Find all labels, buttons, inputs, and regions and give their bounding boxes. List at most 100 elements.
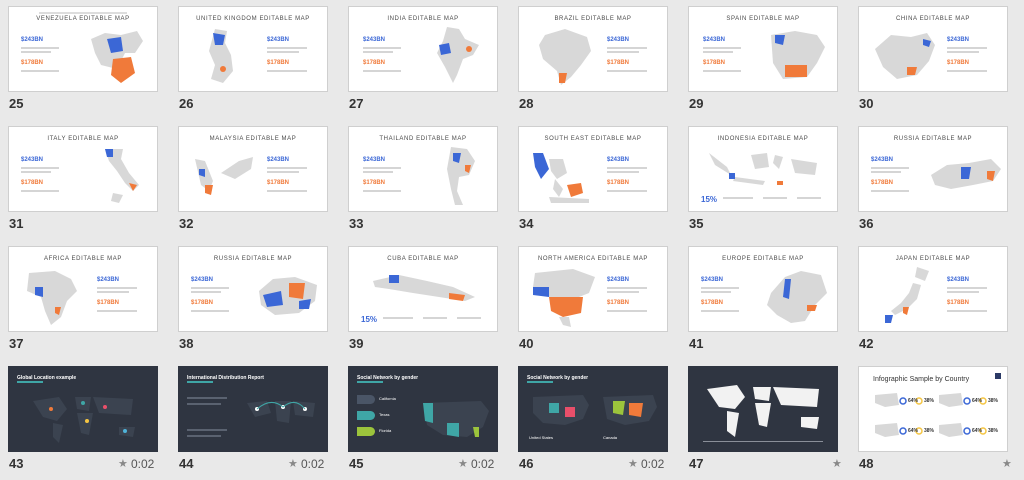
- slide-thumbnail[interactable]: THAILAND EDITABLE MAP $243BN $178BN: [348, 126, 498, 212]
- slide-thumbnail[interactable]: AFRICA EDITABLE MAP $243BN $178BN: [8, 246, 158, 332]
- slide-thumbnail[interactable]: UNITED KINGDOM EDITABLE MAP $243BN $178B…: [178, 6, 328, 92]
- slide-thumbnail[interactable]: INDIA EDITABLE MAP $243BN $178BN: [348, 6, 498, 92]
- north-america-map: [533, 269, 595, 327]
- slide-34[interactable]: SOUTH EAST EDITABLE MAP $243BN $178BN 34: [510, 120, 680, 240]
- south-east-asia-map: [533, 153, 589, 203]
- slide-33[interactable]: THAILAND EDITABLE MAP $243BN $178BN 33: [340, 120, 510, 240]
- slide-41[interactable]: EUROPE EDITABLE MAP $243BN $178BN 41: [680, 240, 850, 360]
- slide-title: NORTH AMERICA EDITABLE MAP: [537, 256, 649, 262]
- slide-number: 28: [519, 96, 534, 111]
- italy-map: [105, 149, 139, 203]
- slide-thumbnail[interactable]: RUSSIA EDITABLE MAP $243BN $178BN: [178, 246, 328, 332]
- legend-label: Florida: [379, 428, 392, 433]
- slide-26[interactable]: UNITED KINGDOM EDITABLE MAP $243BN $178B…: [170, 0, 340, 120]
- slide-title: UNITED KINGDOM EDITABLE MAP: [196, 16, 310, 22]
- star-icon: ★: [458, 458, 468, 470]
- slide-thumbnail[interactable]: JAPAN EDITABLE MAP $243BN $178BN: [858, 246, 1008, 332]
- slide-number: 46: [519, 456, 534, 471]
- uk-map: [209, 29, 233, 83]
- slide-title: EUROPE EDITABLE MAP: [722, 256, 804, 262]
- slide-thumbnail[interactable]: INDONESIA EDITABLE MAP 15%: [688, 126, 838, 212]
- slide-title: CUBA EDITABLE MAP: [387, 256, 459, 262]
- slide-title: SOUTH EAST EDITABLE MAP: [544, 136, 642, 142]
- slide-46[interactable]: Social Network by gender United States C…: [510, 360, 680, 480]
- slide-title: CHINA EDITABLE MAP: [895, 16, 971, 22]
- slide-timing: 0:02: [471, 457, 495, 471]
- slide-25[interactable]: VENEZUELA EDITABLE MAP $243BN $178BN 25: [0, 0, 170, 120]
- star-icon: ★: [118, 458, 128, 470]
- slide-title: BRAZIL EDITABLE MAP: [554, 16, 632, 22]
- slide-title: MALAYSIA EDITABLE MAP: [209, 136, 297, 142]
- slide-40[interactable]: NORTH AMERICA EDITABLE MAP $243BN $178BN…: [510, 240, 680, 360]
- star-icon: ★: [1002, 458, 1012, 470]
- slide-thumbnail[interactable]: CHINA EDITABLE MAP $243BN $178BN: [858, 6, 1008, 92]
- slide-thumbnail[interactable]: Social Network by gender California Texa…: [348, 366, 498, 452]
- brazil-map: [539, 29, 591, 85]
- slide-thumbnail[interactable]: EUROPE EDITABLE MAP $243BN $178BN: [688, 246, 838, 332]
- russia-map: [931, 159, 1001, 189]
- slide-thumbnail[interactable]: BRAZIL EDITABLE MAP $243BN $178BN: [518, 6, 668, 92]
- slide-timing: 0:02: [301, 457, 325, 471]
- slide-31[interactable]: ITALY EDITABLE MAP $243BN $178BN 31: [0, 120, 170, 240]
- slide-thumbnail[interactable]: Global Location example: [8, 366, 158, 452]
- slide-thumbnail[interactable]: ITALY EDITABLE MAP $243BN $178BN: [8, 126, 158, 212]
- slide-number: 29: [689, 96, 704, 111]
- slide-thumbnail[interactable]: Social Network by gender United States C…: [518, 366, 668, 452]
- map-label: Canada: [603, 435, 618, 440]
- slide-thumbnail[interactable]: CUBA EDITABLE MAP 15%: [348, 246, 498, 332]
- slide-thumbnail[interactable]: MALAYSIA EDITABLE MAP $243BN $178BN: [178, 126, 328, 212]
- world-map-routes: [247, 401, 315, 423]
- slide-thumbnail[interactable]: SOUTH EAST EDITABLE MAP $243BN $178BN: [518, 126, 668, 212]
- slide-35[interactable]: INDONESIA EDITABLE MAP 15% 35: [680, 120, 850, 240]
- slide-32[interactable]: MALAYSIA EDITABLE MAP $243BN $178BN 32: [170, 120, 340, 240]
- slide-27[interactable]: INDIA EDITABLE MAP $243BN $178BN 27: [340, 0, 510, 120]
- slide-29[interactable]: SPAIN EDITABLE MAP $243BN $178BN 29: [680, 0, 850, 120]
- map-label: United States: [529, 435, 554, 440]
- slide-title: JAPAN EDITABLE MAP: [895, 256, 971, 262]
- russia-regions-map: [259, 277, 317, 315]
- slide-thumbnail[interactable]: International Distribution Report: [178, 366, 328, 452]
- slide-38[interactable]: RUSSIA EDITABLE MAP $243BN $178BN 38: [170, 240, 340, 360]
- slide-title: THAILAND EDITABLE MAP: [379, 136, 467, 142]
- country-infographic: [875, 393, 987, 437]
- slide-number: 25: [9, 96, 24, 111]
- slide-number: 40: [519, 336, 534, 351]
- slide-title: Social Network by gender: [357, 375, 419, 381]
- usa-canada-maps: [533, 395, 657, 425]
- slide-title: AFRICA EDITABLE MAP: [44, 256, 122, 262]
- slide-number: 47: [689, 456, 704, 471]
- slide-37[interactable]: AFRICA EDITABLE MAP $243BN $178BN 37: [0, 240, 170, 360]
- slide-30[interactable]: CHINA EDITABLE MAP $243BN $178BN 30: [850, 0, 1020, 120]
- slide-number: 38: [179, 336, 194, 351]
- slide-title: ITALY EDITABLE MAP: [47, 136, 119, 142]
- slide-28[interactable]: BRAZIL EDITABLE MAP $243BN $178BN 28: [510, 0, 680, 120]
- slide-thumbnail[interactable]: SPAIN EDITABLE MAP $243BN $178BN: [688, 6, 838, 92]
- slide-47[interactable]: 47 ★: [680, 360, 850, 480]
- usa-map-dark: [423, 401, 489, 437]
- slide-thumbnail[interactable]: RUSSIA EDITABLE MAP $243BN $178BN: [858, 126, 1008, 212]
- slide-thumbnail[interactable]: [688, 366, 838, 452]
- slide-48[interactable]: Infographic Sample by Country 64% 38% 64…: [850, 360, 1020, 480]
- slide-number: 36: [859, 216, 874, 231]
- slide-thumbnail[interactable]: Infographic Sample by Country 64% 38% 64…: [858, 366, 1008, 452]
- slide-42[interactable]: JAPAN EDITABLE MAP $243BN $178BN 42: [850, 240, 1020, 360]
- slide-timing: 0:02: [131, 457, 155, 471]
- slide-44[interactable]: International Distribution Report 44 ★ 0…: [170, 360, 340, 480]
- slide-39[interactable]: CUBA EDITABLE MAP 15% 39: [340, 240, 510, 360]
- slide-thumbnail[interactable]: VENEZUELA EDITABLE MAP $243BN $178BN: [8, 6, 158, 92]
- slide-thumbnail[interactable]: NORTH AMERICA EDITABLE MAP $243BN $178BN: [518, 246, 668, 332]
- slide-36[interactable]: RUSSIA EDITABLE MAP $243BN $178BN 36: [850, 120, 1020, 240]
- legend-label: Texas: [379, 412, 390, 417]
- malaysia-map: [195, 157, 253, 195]
- slide-title: Infographic Sample by Country: [873, 376, 970, 383]
- japan-map: [885, 267, 929, 323]
- slide-number: 33: [349, 216, 364, 231]
- star-icon: ★: [628, 458, 638, 470]
- slide-43[interactable]: Global Location example 43 ★ 0:02: [0, 360, 170, 480]
- africa-map: [27, 271, 77, 325]
- world-map-white: [707, 385, 819, 437]
- thailand-map: [447, 147, 475, 205]
- slide-number: 35: [689, 216, 704, 231]
- slide-45[interactable]: Social Network by gender California Texa…: [340, 360, 510, 480]
